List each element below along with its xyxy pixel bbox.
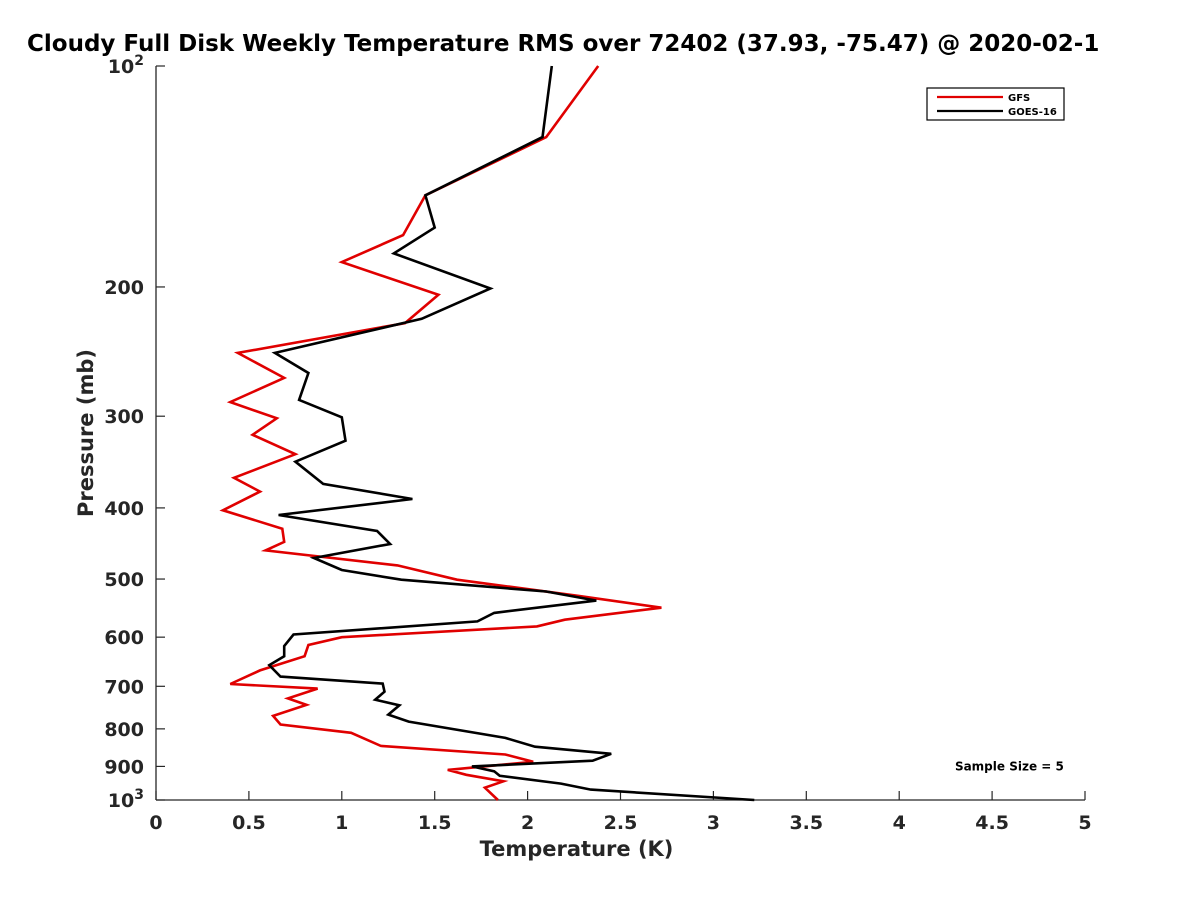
x-tick-label: 4 xyxy=(893,812,906,834)
y-tick-label: 400 xyxy=(104,498,144,520)
y-tick-label: 300 xyxy=(104,406,144,428)
y-tick-label: 200 xyxy=(104,277,144,299)
y-axis-label: Pressure (mb) xyxy=(74,349,98,517)
x-tick-label: 4.5 xyxy=(975,812,1009,834)
legend-label: GOES-16 xyxy=(1008,107,1057,118)
x-tick-label: 1.5 xyxy=(418,812,452,834)
y-tick-label: 600 xyxy=(104,627,144,649)
series-line-gfs xyxy=(219,65,662,801)
legend-box xyxy=(926,87,1065,121)
y-tick-label: 900 xyxy=(104,756,144,778)
y-tick-label: 103 xyxy=(108,787,144,812)
x-tick-label: 0 xyxy=(149,812,162,834)
x-tick-label: 1 xyxy=(335,812,348,834)
x-tick-label: 3 xyxy=(707,812,720,834)
x-tick-label: 2 xyxy=(521,812,534,834)
y-tick-label: 800 xyxy=(104,719,144,741)
x-axis-label: Temperature (K) xyxy=(480,837,674,861)
x-tick-label: 2.5 xyxy=(604,812,638,834)
series-line-goes-16 xyxy=(267,65,755,802)
y-tick-label: 700 xyxy=(104,676,144,698)
series-lines xyxy=(219,65,755,802)
x-tick-label: 5 xyxy=(1078,812,1091,834)
x-tick-label: 0.5 xyxy=(232,812,266,834)
y-tick-label: 500 xyxy=(104,569,144,591)
legend-label: GFS xyxy=(1008,93,1030,104)
axes: 0 0.5 1 1.5 2 2.5 3 3.5 4 4.5 5 102 200 300 400 500 600 7… xyxy=(74,53,1092,861)
legend: GFS GOES-16 xyxy=(926,87,1065,121)
y-tick-label: 102 xyxy=(108,53,144,78)
annotations: Sample Size = 5 xyxy=(955,759,1064,773)
sample-size-annotation: Sample Size = 5 xyxy=(955,759,1064,773)
chart-title: Cloudy Full Disk Weekly Temperature RMS … xyxy=(27,31,1100,57)
x-tick-label: 3.5 xyxy=(789,812,823,834)
